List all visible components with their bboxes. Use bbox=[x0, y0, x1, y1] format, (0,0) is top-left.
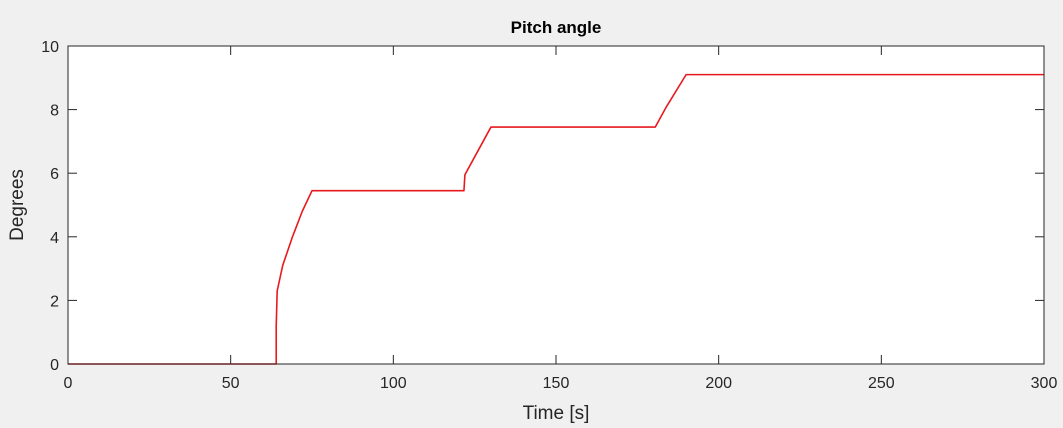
y-tick-label: 10 bbox=[41, 39, 59, 56]
x-tick-label: 250 bbox=[868, 375, 895, 392]
chart-title: Pitch angle bbox=[511, 18, 602, 37]
y-tick-label: 0 bbox=[50, 357, 59, 374]
x-tick-label: 50 bbox=[222, 375, 240, 392]
x-tick-label: 150 bbox=[543, 375, 570, 392]
y-tick-label: 2 bbox=[50, 293, 59, 310]
x-tick-label: 0 bbox=[64, 375, 73, 392]
y-tick-label: 6 bbox=[50, 166, 59, 183]
x-tick-label: 100 bbox=[380, 375, 407, 392]
plot-area bbox=[68, 46, 1044, 364]
series-line-0 bbox=[68, 73, 1044, 365]
x-axis-label: Time [s] bbox=[523, 403, 590, 424]
y-tick-label: 8 bbox=[50, 103, 59, 120]
plot-frame bbox=[67, 45, 1045, 365]
y-tick-label: 4 bbox=[50, 230, 59, 247]
x-tick-label: 200 bbox=[705, 375, 732, 392]
y-axis-label: Degrees bbox=[7, 169, 28, 241]
x-tick-label: 300 bbox=[1031, 375, 1058, 392]
